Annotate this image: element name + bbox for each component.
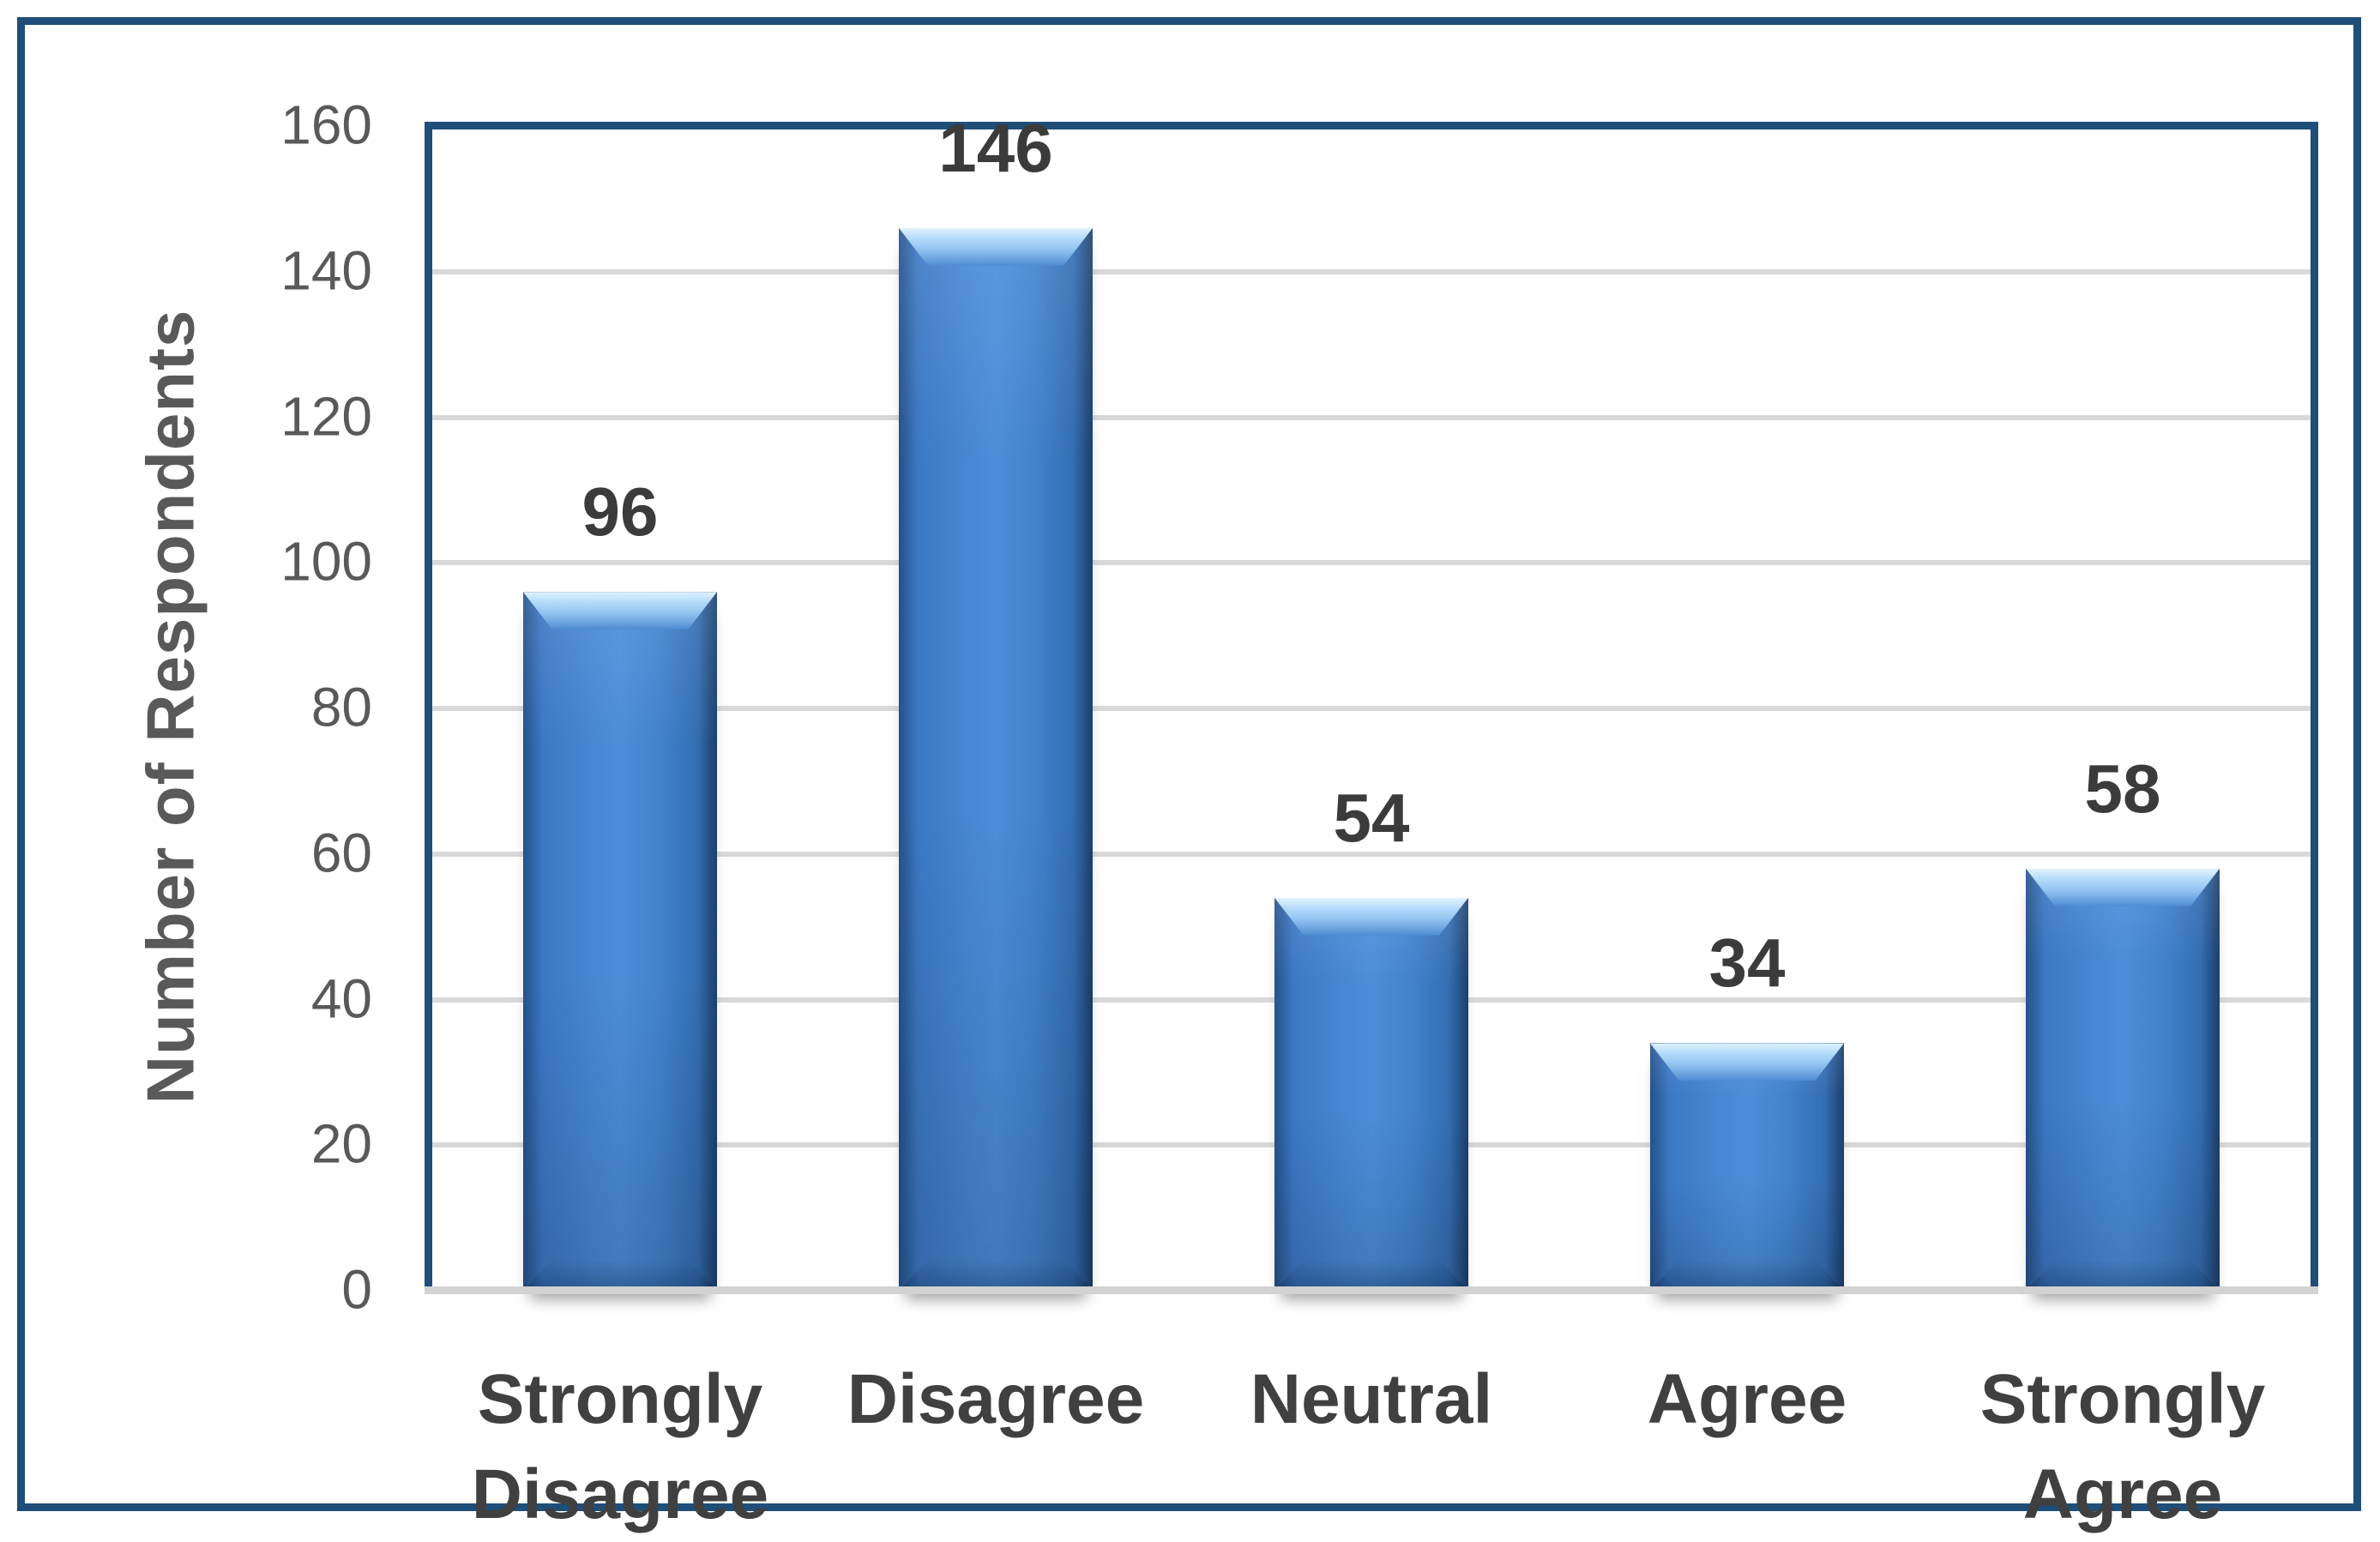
y-tick-label-0: 0	[341, 1258, 372, 1321]
category-label-strongly-agree: Strongly Agree	[1979, 1360, 2266, 1533]
y-tick-label-140: 140	[280, 239, 372, 302]
gridline-120	[432, 414, 2311, 420]
x-axis-category-labels: Strongly Disagree Disagree Neutral Agree Str…	[432, 1352, 2311, 1542]
y-tick-label-20: 20	[310, 1112, 372, 1175]
gridline-80	[432, 706, 2311, 711]
bar-slot-strongly-disagree: 96	[432, 126, 808, 1291]
gridline-100	[432, 560, 2311, 566]
bar-strongly-agree	[2026, 868, 2220, 1291]
plot-inner: 96 146 54 34 58	[432, 110, 2311, 1291]
y-tick-label-160: 160	[280, 93, 372, 156]
gridline-60	[432, 851, 2311, 857]
data-label-disagree: 146	[938, 109, 1053, 186]
bar-strongly-disagree	[523, 592, 717, 1291]
y-tick-label-80: 80	[310, 676, 372, 738]
y-tick-label-60: 60	[310, 822, 372, 884]
bar-agree	[1650, 1043, 1844, 1291]
bar-slot-disagree: 146	[808, 110, 1184, 1291]
bar-slot-strongly-agree: 58	[1935, 126, 2311, 1291]
y-tick-label-100: 100	[280, 530, 372, 593]
data-label-neutral: 54	[1333, 779, 1410, 856]
gridline-140	[432, 268, 2311, 274]
category-label-strongly-disagree: Strongly Disagree	[471, 1360, 769, 1533]
y-tick-label-120: 120	[280, 385, 372, 448]
plot-area: 96 146 54 34 58	[425, 110, 2318, 1294]
bar-neutral	[1274, 897, 1468, 1291]
data-label-strongly-disagree: 96	[581, 473, 659, 551]
x-axis-line	[425, 1286, 2318, 1294]
chart-outer-frame: Number of Respondents 0 20 40 60 80 100 120 140…	[17, 17, 2361, 1533]
data-label-agree: 34	[1708, 925, 1786, 1002]
category-label-disagree: Disagree	[847, 1360, 1145, 1438]
y-tick-label-40: 40	[310, 967, 372, 1030]
bar-slot-neutral: 54	[1184, 126, 1559, 1291]
category-label-neutral: Neutral	[1250, 1360, 1493, 1438]
data-label-strongly-agree: 58	[2084, 750, 2161, 827]
y-axis-tick-labels: 0 20 40 60 80 100 120 140 160	[25, 25, 372, 1503]
bar-disagree	[899, 227, 1093, 1291]
category-label-agree: Agree	[1647, 1360, 1847, 1438]
bar-slot-agree: 34	[1559, 126, 1935, 1291]
